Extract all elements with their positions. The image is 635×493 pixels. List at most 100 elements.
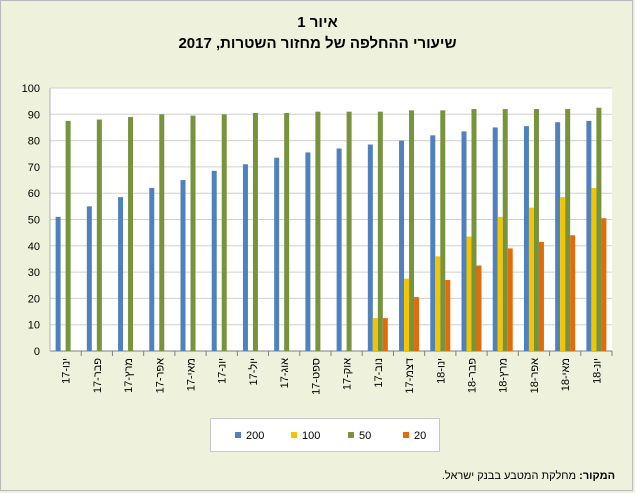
bar-series-200: [336, 148, 342, 351]
x-tick-label: אוק-17: [342, 358, 354, 390]
y-tick-label: 50: [28, 215, 40, 227]
bar-series-100: [497, 216, 503, 351]
bar-series-20: [382, 318, 388, 351]
bar-series-20: [538, 241, 544, 351]
y-tick-label: 40: [28, 241, 40, 253]
bar-series-200: [430, 135, 436, 351]
bar-series-100: [528, 207, 534, 351]
bar-series-100: [560, 197, 566, 351]
bar-series-50: [65, 120, 71, 351]
y-tick-label: 10: [28, 320, 40, 332]
bar-series-200: [274, 157, 280, 351]
bar-series-50: [221, 114, 227, 351]
legend-label: 20: [414, 430, 427, 442]
bar-series-50: [377, 111, 383, 351]
bar-series-50: [409, 110, 415, 351]
y-tick-label: 70: [28, 162, 40, 174]
bar-series-200: [86, 206, 92, 351]
bar-series-200: [118, 197, 124, 351]
bar-series-200: [305, 152, 311, 351]
chart-legend: 200 100 50 20: [210, 418, 440, 452]
bar-series-50: [596, 107, 602, 351]
legend-label: 100: [302, 430, 321, 442]
bar-series-100: [404, 278, 410, 351]
figure-subtitle: שיעורי ההחלפה של מחזור השטרות, 2017: [178, 35, 457, 52]
bar-series-50: [159, 114, 165, 351]
bar-chart: 0 10 20 30 40 50 60 70 80 90 100 ינו-17 פבר-17 מרץ-17…: [22, 83, 613, 395]
bar-series-20: [507, 248, 513, 351]
bar-series-100: [466, 236, 472, 351]
x-tick-label: ינו-17: [61, 358, 73, 384]
legend-swatch: [403, 432, 409, 439]
bar-series-50: [346, 111, 352, 351]
legend-label: 200: [246, 430, 265, 442]
bar-series-200: [555, 122, 561, 351]
y-tick-label: 100: [22, 83, 40, 95]
bar-series-200: [586, 120, 592, 351]
x-tick-label: נוב-17: [373, 358, 385, 388]
y-tick-label: 90: [28, 109, 40, 121]
legend-swatch: [291, 432, 297, 439]
bar-series-200: [211, 170, 217, 351]
bar-series-50: [565, 109, 571, 351]
legend-item-100: 100: [291, 430, 320, 442]
x-tick-label: מאי-17: [186, 358, 198, 391]
bar-series-20: [601, 218, 607, 351]
x-tick-label: דצמ-17: [404, 358, 416, 394]
legend-item-20: 20: [403, 430, 426, 442]
x-tick-label: מאי-18: [560, 358, 572, 391]
bar-series-200: [399, 140, 405, 351]
y-tick-label: 30: [28, 267, 40, 279]
y-tick-label: 60: [28, 188, 40, 200]
bar-series-50: [96, 119, 102, 351]
bar-series-200: [461, 131, 467, 351]
bar-series-200: [492, 127, 498, 351]
bar-series-200: [180, 180, 186, 351]
legend-swatch: [348, 432, 354, 439]
bar-series-50: [190, 115, 196, 352]
x-tick-label: יונ-18: [591, 358, 603, 384]
bar-series-100: [372, 318, 378, 351]
y-tick-label: 80: [28, 136, 40, 148]
legend-label: 50: [359, 430, 372, 442]
x-tick-label: ספט-17: [310, 358, 322, 395]
bar-series-20: [414, 297, 420, 351]
x-tick-label: יול-17: [247, 358, 260, 385]
source-note: המקור: מחלקת המטבע בבנק ישראל.: [442, 470, 615, 482]
source-text: מחלקת המטבע בבנק ישראל.: [441, 470, 577, 482]
x-tick-label: אפר-17: [154, 358, 166, 393]
bar-series-50: [502, 109, 508, 351]
bar-series-50: [315, 111, 321, 351]
y-tick-label: 20: [28, 293, 40, 305]
bar-series-100: [435, 256, 441, 351]
bar-series-200: [523, 126, 529, 351]
bar-series-20: [476, 265, 482, 351]
bar-series-200: [242, 164, 248, 351]
legend-swatch: [235, 432, 241, 439]
legend-item-200: 200: [235, 430, 264, 442]
bar-series-50: [440, 110, 446, 351]
bar-series-200: [55, 216, 61, 351]
x-tick-label: אוג-17: [279, 358, 291, 388]
x-tick-label: מרץ-17: [123, 358, 135, 393]
bar-series-50: [471, 109, 477, 351]
bar-series-200: [149, 187, 155, 351]
bar-series-50: [284, 112, 290, 351]
legend-item-50: 50: [348, 430, 371, 442]
bar-series-100: [591, 187, 597, 351]
x-tick-label: אפר-18: [529, 358, 541, 393]
bar-series-50: [252, 112, 258, 351]
y-tick-label: 0: [34, 346, 40, 358]
x-tick-label: פבר-17: [92, 358, 104, 393]
source-label: המקור:: [579, 470, 615, 482]
bar-series-50: [128, 116, 134, 352]
x-tick-label: פבר-18: [467, 358, 479, 393]
x-tick-label: ינו-18: [435, 358, 447, 384]
figure-title: איור 1: [297, 14, 338, 31]
x-tick-label: מרץ-18: [498, 358, 510, 393]
bar-series-200: [367, 144, 373, 351]
bar-series-50: [533, 109, 539, 351]
bar-series-20: [570, 235, 576, 351]
bar-series-20: [445, 279, 451, 351]
